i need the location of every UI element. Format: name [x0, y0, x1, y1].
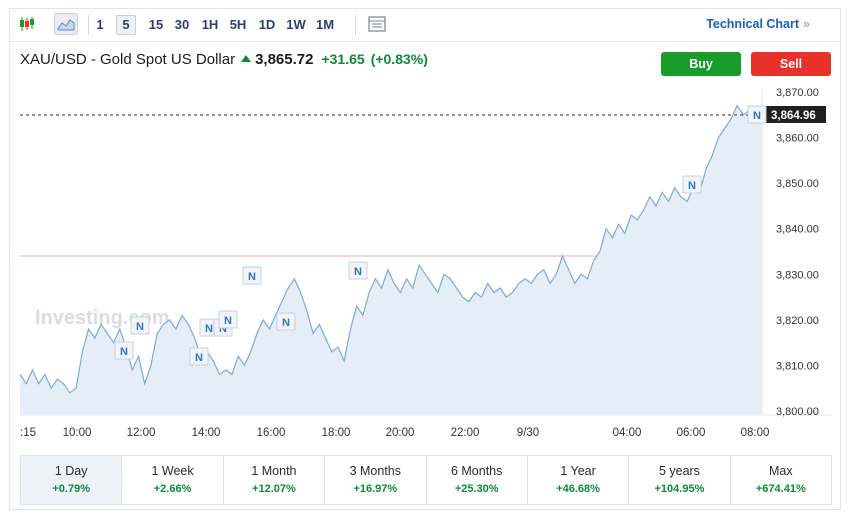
chart-toolbar: 1 5 15 30 1H 5H 1D 1W 1M Technical Chart» [10, 9, 840, 42]
x-tick-label: 16:00 [257, 427, 286, 439]
x-tick-label: 22:00 [451, 427, 480, 439]
toolbar-divider [88, 15, 89, 35]
period-performance-tabs: 1 Day +0.79% 1 Week +2.66% 1 Month +12.07% 3 M… [20, 455, 832, 505]
y-tick-label: 3,840.00 [776, 224, 819, 236]
period-tab-1-week[interactable]: 1 Week +2.66% [122, 456, 224, 504]
x-tick-label: 06:00 [677, 427, 706, 439]
news-marker[interactable] [348, 261, 368, 280]
toolbar-divider [355, 15, 356, 35]
x-tick-label: 08:00 [741, 427, 770, 439]
period-label: Max [769, 464, 793, 478]
y-tick-label: 3,810.00 [776, 360, 819, 372]
period-tab-6-months[interactable]: 6 Months +25.30% [427, 456, 528, 504]
period-label: 5 years [658, 464, 700, 478]
news-marker-label: N [219, 323, 227, 335]
news-marker[interactable] [682, 175, 702, 194]
area-chart-icon[interactable] [54, 13, 78, 35]
x-tick-label: 18:00 [322, 427, 351, 439]
period-label: 6 Months [450, 464, 503, 478]
x-tick-label: 14:00 [192, 427, 221, 439]
timeframe-5h[interactable]: 5H [229, 17, 247, 32]
news-marker-label: N [136, 321, 144, 333]
period-label: 3 Months [349, 464, 402, 478]
news-marker[interactable] [130, 316, 150, 335]
news-marker-label: N [354, 266, 362, 278]
news-marker[interactable] [218, 310, 238, 329]
y-tick-label: 3,820.00 [776, 315, 819, 327]
buy-button[interactable]: Buy [661, 52, 741, 76]
period-change: +2.66% [153, 483, 192, 495]
technical-chart-link[interactable]: Technical Chart» [706, 17, 810, 31]
news-marker-label: N [120, 346, 128, 358]
chevron-right-icon: » [803, 17, 810, 31]
news-marker-label: N [224, 315, 232, 327]
last-price-label: 3,864.96 [771, 110, 816, 122]
price-change: +31.65 [321, 51, 365, 67]
news-marker-label: N [195, 352, 203, 364]
period-tab-1-year[interactable]: 1 Year +46.68% [528, 456, 630, 504]
technical-chart-label: Technical Chart [706, 17, 800, 31]
instrument-name: XAU/USD - Gold Spot US Dollar [20, 51, 236, 68]
period-label: 1 Day [54, 464, 88, 478]
timeframe-1m[interactable]: 1M [315, 17, 335, 32]
timeframe-1w[interactable]: 1W [286, 17, 306, 32]
x-tick-label: 20:00 [386, 427, 415, 439]
period-tab-5-years[interactable]: 5 years +104.95% [629, 456, 731, 504]
period-tab-1-month[interactable]: 1 Month +12.07% [224, 456, 326, 504]
news-marker-label: N [688, 180, 696, 192]
price-change-percent: (+0.83%) [370, 51, 428, 67]
timeframe-15[interactable]: 15 [148, 17, 164, 32]
period-change: +25.30% [454, 483, 499, 495]
price-line [19, 104, 763, 394]
period-label: 1 Year [560, 464, 596, 478]
period-change: +104.95% [654, 483, 705, 495]
chart-widget: 1 5 15 30 1H 5H 1D 1W 1M Technical Chart» XAU/US… [9, 8, 841, 510]
news-marker-label: N [248, 271, 256, 283]
period-label: 1 Month [251, 464, 297, 478]
news-marker[interactable] [114, 341, 134, 360]
x-tick-label: 10:00 [63, 427, 92, 439]
x-tick-label: 12:00 [127, 427, 156, 439]
period-tab-max[interactable]: Max +674.41% [731, 456, 831, 504]
news-marker-label: N [282, 317, 290, 329]
y-tick-label: 3,830.00 [776, 269, 819, 281]
news-marker[interactable] [747, 105, 767, 124]
arrow-up-icon [241, 55, 252, 62]
price-chart[interactable]: 3,870.00 3,860.00 3,850.00 3,840.00 3,830.00… [10, 9, 840, 449]
news-marker-label: N [753, 110, 761, 122]
news-marker-label: N [205, 323, 213, 335]
period-change: +674.41% [755, 483, 806, 495]
table-icon[interactable] [366, 13, 388, 35]
period-tab-3-months[interactable]: 3 Months +16.97% [325, 456, 427, 504]
instrument-header: XAU/USD - Gold Spot US Dollar 3,865.72 +… [20, 51, 428, 73]
period-tab-1-day[interactable]: 1 Day +0.79% [21, 456, 123, 504]
period-change: +46.68% [556, 483, 600, 495]
price-area-fill [20, 105, 762, 415]
timeframe-5[interactable]: 5 [116, 15, 136, 35]
timeframe-1[interactable]: 1 [96, 17, 104, 32]
period-change: +12.07% [252, 483, 296, 495]
candlestick-icon[interactable] [16, 13, 38, 35]
period-change: +0.79% [52, 483, 90, 495]
timeframe-30[interactable]: 30 [174, 17, 190, 32]
last-price: 3,865.72 [255, 51, 314, 68]
sell-button[interactable]: Sell [751, 52, 831, 76]
news-marker[interactable] [242, 266, 262, 285]
news-marker[interactable] [276, 312, 296, 331]
period-label: 1 Week [151, 464, 194, 478]
news-marker[interactable] [189, 347, 209, 366]
y-tick-label: 3,860.00 [776, 133, 819, 145]
y-tick-label: 3,870.00 [776, 87, 819, 99]
period-change: +16.97% [353, 483, 398, 495]
y-tick-label: 3,850.00 [776, 178, 819, 190]
x-tick-label: 9/30 [517, 427, 539, 439]
timeframe-1h[interactable]: 1H [201, 17, 219, 32]
x-tick-label: 04:00 [613, 427, 642, 439]
x-tick-label: :15 [20, 427, 36, 439]
last-price-badge [766, 105, 826, 123]
y-tick-label: 3,800.00 [776, 406, 819, 418]
timeframe-1d[interactable]: 1D [258, 17, 276, 32]
